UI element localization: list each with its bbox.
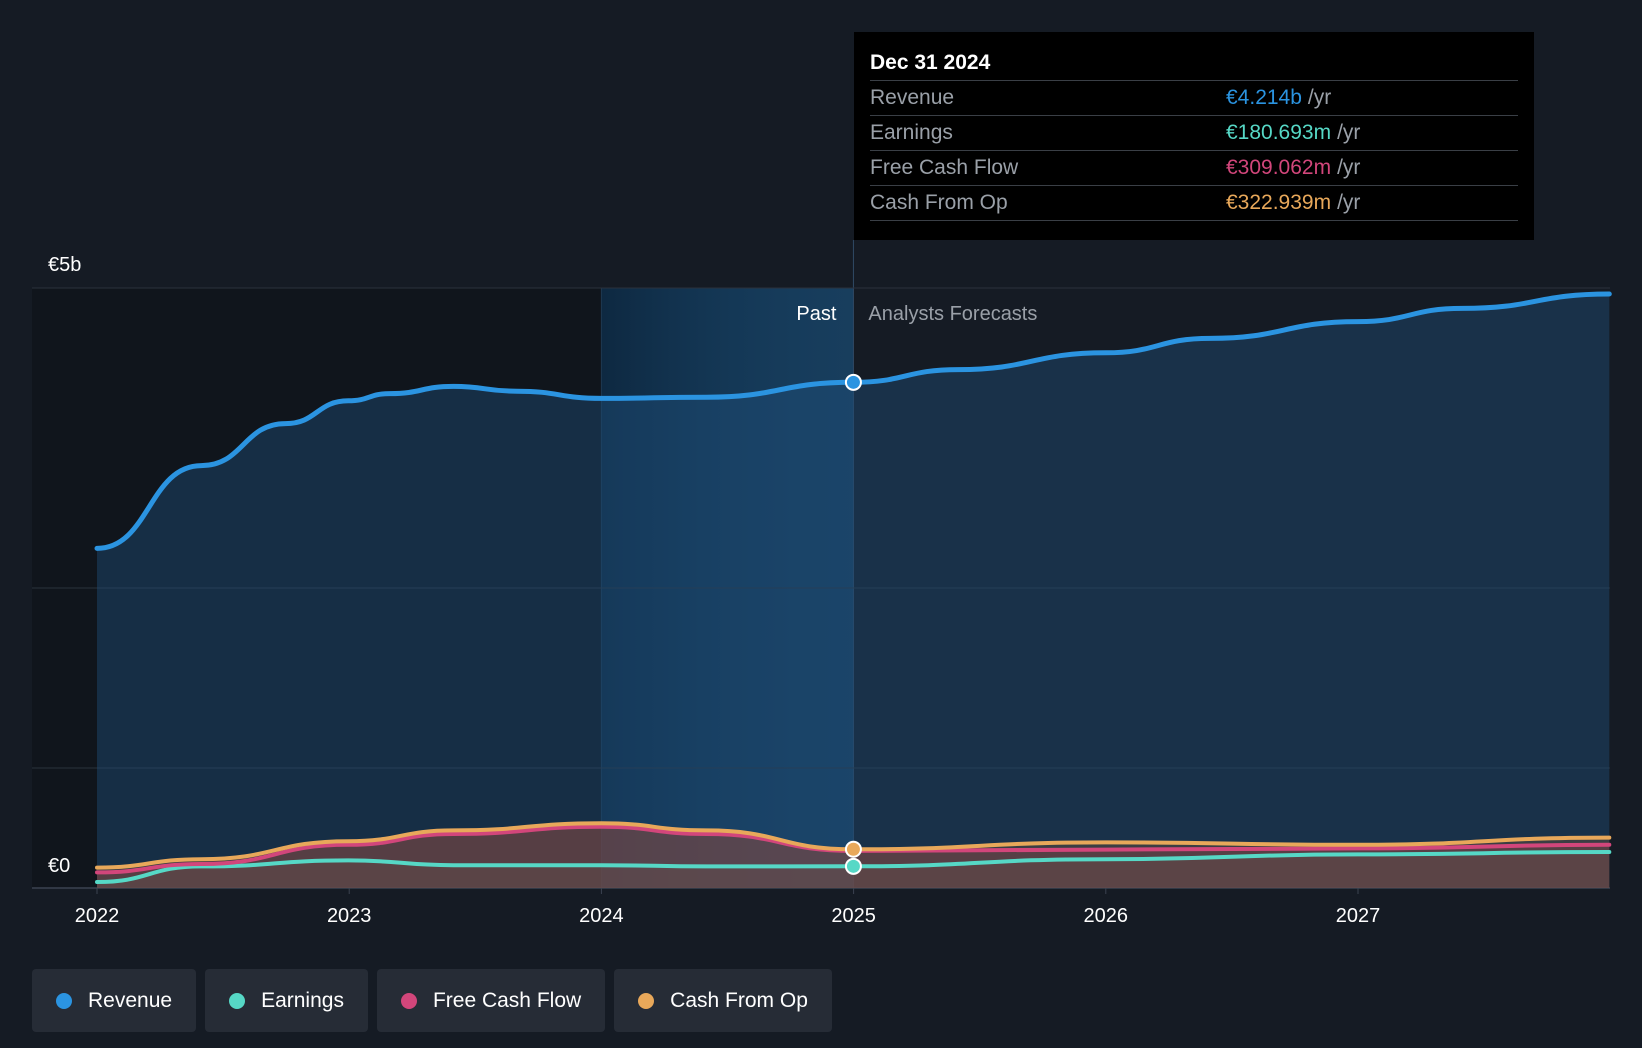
earnings-marker (844, 857, 862, 875)
tooltip: Dec 31 2024 Revenue €4.214b /yr Earnings… (854, 32, 1534, 240)
tooltip-label: Cash From Op (870, 191, 1008, 214)
revenue-line (94, 291, 1612, 551)
tooltip-unit: /yr (1337, 156, 1361, 179)
tooltip-row-free-cash-flow: Free Cash Flow €309.062m /yr (870, 151, 1518, 186)
free-cash-flow-dot-icon (400, 992, 417, 1009)
free-cash-flow-line (95, 824, 1612, 875)
tooltip-value: €180.693m (1226, 121, 1332, 144)
cash-from-op-line (95, 821, 1612, 870)
legend-label: Revenue (88, 988, 173, 1012)
revenue-dot-icon (56, 992, 72, 1009)
tooltip-date: Dec 31 2024 (870, 46, 1518, 81)
x-tick-label: 2025 (831, 905, 876, 927)
cash-from-op-dot-icon (638, 992, 655, 1009)
legend-item-earnings[interactable]: Earnings (205, 969, 368, 1032)
x-tick-label: 2026 (1084, 905, 1129, 927)
y-label-top: €5b (48, 254, 81, 276)
tooltip-row-cash-from-op: Cash From Op €322.939m /yr (870, 186, 1518, 221)
x-tick-label: 2023 (327, 905, 372, 927)
forecast-label: Analysts Forecasts (868, 303, 1037, 325)
x-tick-label: 2027 (1336, 905, 1381, 927)
tooltip-label: Earnings (870, 121, 953, 144)
y-label-bottom: €0 (48, 855, 70, 877)
tooltip-label: Free Cash Flow (870, 156, 1019, 179)
legend-label: Free Cash Flow (432, 988, 582, 1012)
revenue-area (97, 294, 1610, 888)
cash-from-op-marker (844, 840, 862, 858)
tooltip-label: Revenue (870, 86, 955, 109)
tooltip-unit: /yr (1307, 86, 1332, 109)
earnings-line (95, 850, 1612, 884)
tooltip-row-earnings: Earnings €180.693m /yr (870, 116, 1518, 151)
legend-item-revenue[interactable]: Revenue (32, 969, 197, 1032)
earnings-dot-icon (229, 992, 246, 1009)
x-tick-label: 2022 (75, 905, 120, 927)
tooltip-value: €309.062m (1226, 156, 1332, 179)
legend-label: Earnings (261, 988, 344, 1012)
tooltip-row-revenue: Revenue €4.214b /yr (870, 81, 1518, 116)
legend-item-free-cash-flow[interactable]: Free Cash Flow (376, 969, 606, 1032)
legend-label: Cash From Op (670, 988, 808, 1012)
legend: Revenue Earnings Free Cash Flow Cash Fro… (32, 969, 832, 1032)
tooltip-value: €322.939m (1226, 191, 1332, 214)
past-label: Past (796, 303, 836, 325)
tooltip-unit: /yr (1337, 191, 1361, 214)
revenue-marker (844, 373, 862, 391)
legend-item-cash-from-op[interactable]: Cash From Op (614, 969, 832, 1032)
tooltip-unit: /yr (1337, 121, 1361, 144)
x-tick-label: 2024 (579, 905, 624, 927)
tooltip-value: €4.214b (1226, 86, 1302, 109)
